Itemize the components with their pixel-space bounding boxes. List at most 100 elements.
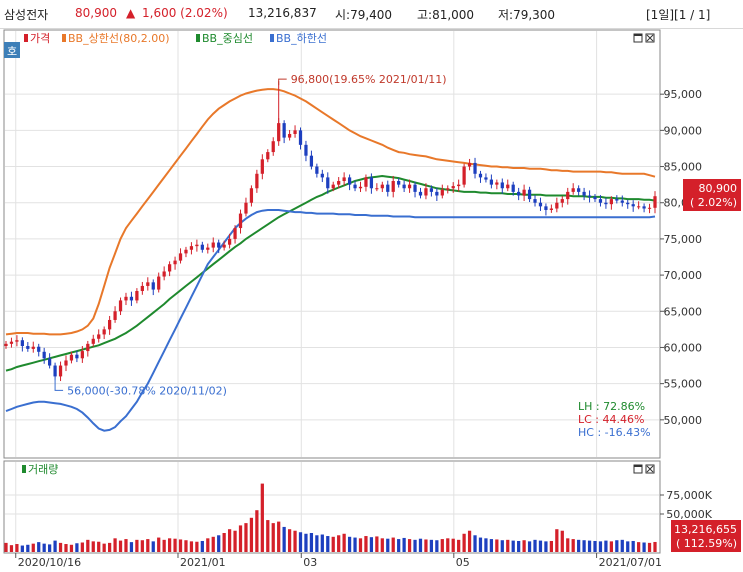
volume-bar [233,530,237,552]
candle-body [451,186,455,189]
candle-body [271,141,275,153]
volume-bar [326,536,330,552]
volume-bar [555,529,559,552]
maximize-icon-bar [634,34,642,36]
high-annotation: 96,800(19.65% 2021/01/11) [291,73,447,86]
volume-legend-swatch [22,465,26,473]
volume-bar [140,540,144,552]
volume-bar [506,539,510,552]
volume-bar [484,538,488,552]
candle-body [178,253,183,261]
volume-bar [80,542,84,552]
candle-body [560,199,564,203]
volume-bar [9,545,14,552]
volume-bar [331,536,335,552]
candle-body [195,244,199,247]
side-tab[interactable] [4,42,20,58]
volume-bar [146,539,150,552]
candle-body [75,354,79,359]
volume-bar [609,541,613,552]
candle-body [577,188,581,192]
y-tick-label: 55,000 [664,378,703,391]
candle-body [435,191,439,196]
candle-body [298,130,303,145]
volume-bar [517,540,521,552]
volume-bar [277,521,281,552]
candle-body [598,199,603,203]
x-tick-label: 2020/10/16 [18,556,81,568]
volume-bar [20,545,24,552]
up-arrow-icon: ▲ [126,6,136,20]
volume-bar [124,539,128,552]
legend-price-label: 가격 [30,32,50,45]
stock-chart: 95,00090,00085,00080,00075,00070,00065,0… [3,29,741,569]
close-icon-x [646,34,654,42]
volume-bar [200,540,204,552]
current-price-label: 80,900 [699,182,738,195]
candle-body [260,159,264,174]
volume-bar [527,541,532,552]
volume-bar [217,535,221,552]
candle-body [604,202,608,205]
candle-body [113,311,117,320]
candle-body [266,152,270,160]
open-price: 시:79,400 [335,8,393,22]
candle-body [375,188,379,190]
candle-body [642,206,646,209]
volume-bar [478,537,483,552]
price-legend: 가격 BB_상한선(80,2.00) BB_중심선 BB_하한선 [24,31,327,45]
y-tick-label: 60,000 [664,341,703,354]
volume-bar [189,541,194,552]
candle-body [533,199,537,203]
candle-body [320,173,324,178]
volume-bar [375,536,379,552]
candle-body [571,188,575,192]
candle-body [413,184,417,192]
candle-body [566,191,570,200]
volume-bar [435,540,439,552]
candle-body [473,162,477,174]
candle-body [118,300,123,312]
candle-body [386,184,390,192]
volume-bar [637,542,641,552]
volume-bar [75,543,79,552]
volume-bar [162,539,166,552]
volume-tick-label: 50,000K [666,508,712,521]
page-info[interactable]: [1일][1 / 1] [646,8,711,22]
stock-name[interactable]: 삼성전자 [4,8,49,22]
candle-body [129,296,134,301]
candle-body [506,184,510,189]
candle-body [527,189,532,200]
candle-body [549,208,554,210]
volume-bar [631,540,635,552]
volume-bar [391,537,395,552]
candle-body [631,204,635,207]
low-annotation: 56,000(-30.78% 2020/11/02) [67,384,227,397]
volume-bar [577,539,581,552]
candle-body [69,354,74,361]
volume-bar [353,537,357,552]
candle-body [64,360,68,366]
y-tick-label: 65,000 [664,305,703,318]
volume-bar [402,537,406,552]
legend-price-swatch [24,34,28,42]
candle-body [15,340,19,342]
volume-value: 13,216,837 [248,6,317,20]
volume-bar [500,540,504,552]
volume-bar [86,539,90,552]
candle-body [620,200,624,203]
volume-bar [293,530,297,552]
legend-middle-label: BB_중심선 [202,32,253,45]
candle-body [495,182,499,185]
candle-body [337,181,341,185]
candle-body [407,184,412,189]
candle-body [609,199,613,205]
volume-bar [424,539,428,552]
volume-bar [451,538,455,552]
candle-body [91,338,95,344]
volume-bar [440,539,444,552]
volume-bar [615,540,619,552]
volume-bar [97,541,101,552]
volume-bar [320,534,324,552]
volume-bar [135,539,139,552]
